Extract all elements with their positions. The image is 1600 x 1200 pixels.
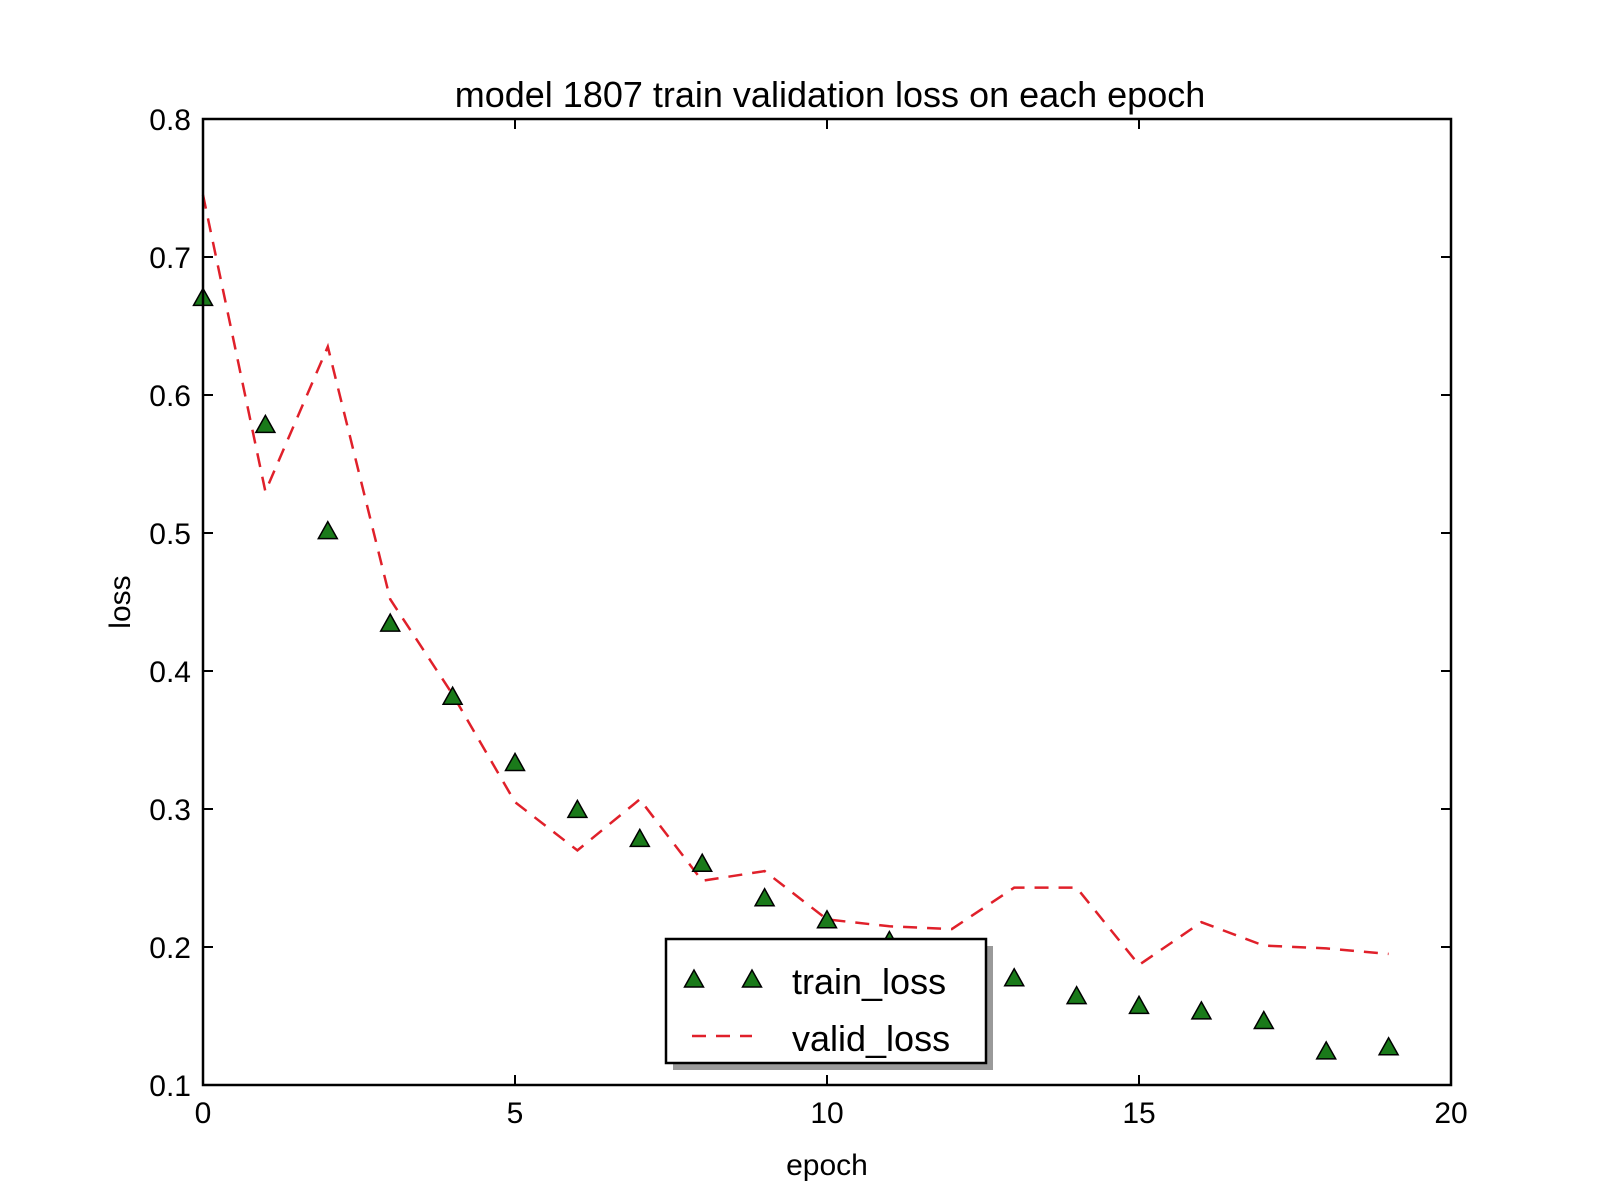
chart-title: model 1807 train validation loss on each…: [455, 74, 1206, 115]
y-tick-label: 0.8: [149, 104, 191, 137]
train-loss-point: [1377, 1036, 1400, 1056]
plot-series: [192, 194, 1400, 1060]
x-tick-label: 10: [810, 1097, 843, 1130]
y-tick-label: 0.5: [149, 518, 191, 551]
train-loss-point: [1003, 967, 1025, 987]
train-loss-point: [1128, 994, 1150, 1015]
y-tick-label: 0.2: [149, 932, 191, 965]
train-loss-point: [816, 909, 838, 929]
y-tick-label: 0.6: [149, 380, 191, 413]
x-tick-label: 15: [1122, 1097, 1155, 1130]
train-loss-point: [254, 413, 277, 434]
train-loss-point: [691, 852, 713, 872]
train-loss-point: [753, 887, 776, 907]
train-loss-point: [317, 520, 339, 540]
legend-train-marker: [683, 968, 763, 988]
train-loss-point: [379, 612, 401, 632]
x-tick-label: 0: [195, 1097, 212, 1130]
train-loss-point: [1253, 1009, 1275, 1030]
train-loss-point: [504, 751, 526, 772]
x-tick-labels: 0 5 10 15 20: [195, 1097, 1468, 1130]
x-axis-label: epoch: [786, 1149, 868, 1182]
legend: train_loss valid_loss: [664, 937, 993, 1070]
y-axis-label: loss: [104, 575, 137, 628]
y-tick-labels: 0.1 0.2 0.3 0.4 0.5 0.6 0.7 0.8: [149, 104, 191, 1103]
valid-loss-line: [201, 194, 1389, 967]
train-loss-point: [566, 798, 589, 819]
train-loss-point: [1315, 1040, 1337, 1060]
legend-box: [664, 937, 988, 1065]
legend-train-triangle: [683, 968, 705, 988]
y-tick-label: 0.4: [149, 656, 191, 689]
x-tick-label: 5: [507, 1097, 524, 1130]
train-loss-point: [441, 685, 464, 705]
legend-label-train-loss: train_loss: [792, 961, 946, 1002]
y-tick-label: 0.1: [149, 1070, 191, 1103]
legend-train-triangle: [741, 968, 763, 988]
train-loss-point: [1190, 1000, 1213, 1020]
train-loss-point: [629, 827, 651, 848]
x-tick-label: 20: [1434, 1097, 1467, 1130]
y-tick-label: 0.3: [149, 794, 191, 827]
y-tick-label: 0.7: [149, 242, 191, 275]
legend-label-valid-loss: valid_loss: [792, 1018, 950, 1059]
train-loss-point: [1065, 985, 1088, 1005]
axis-ticks: [202, 118, 1452, 1086]
